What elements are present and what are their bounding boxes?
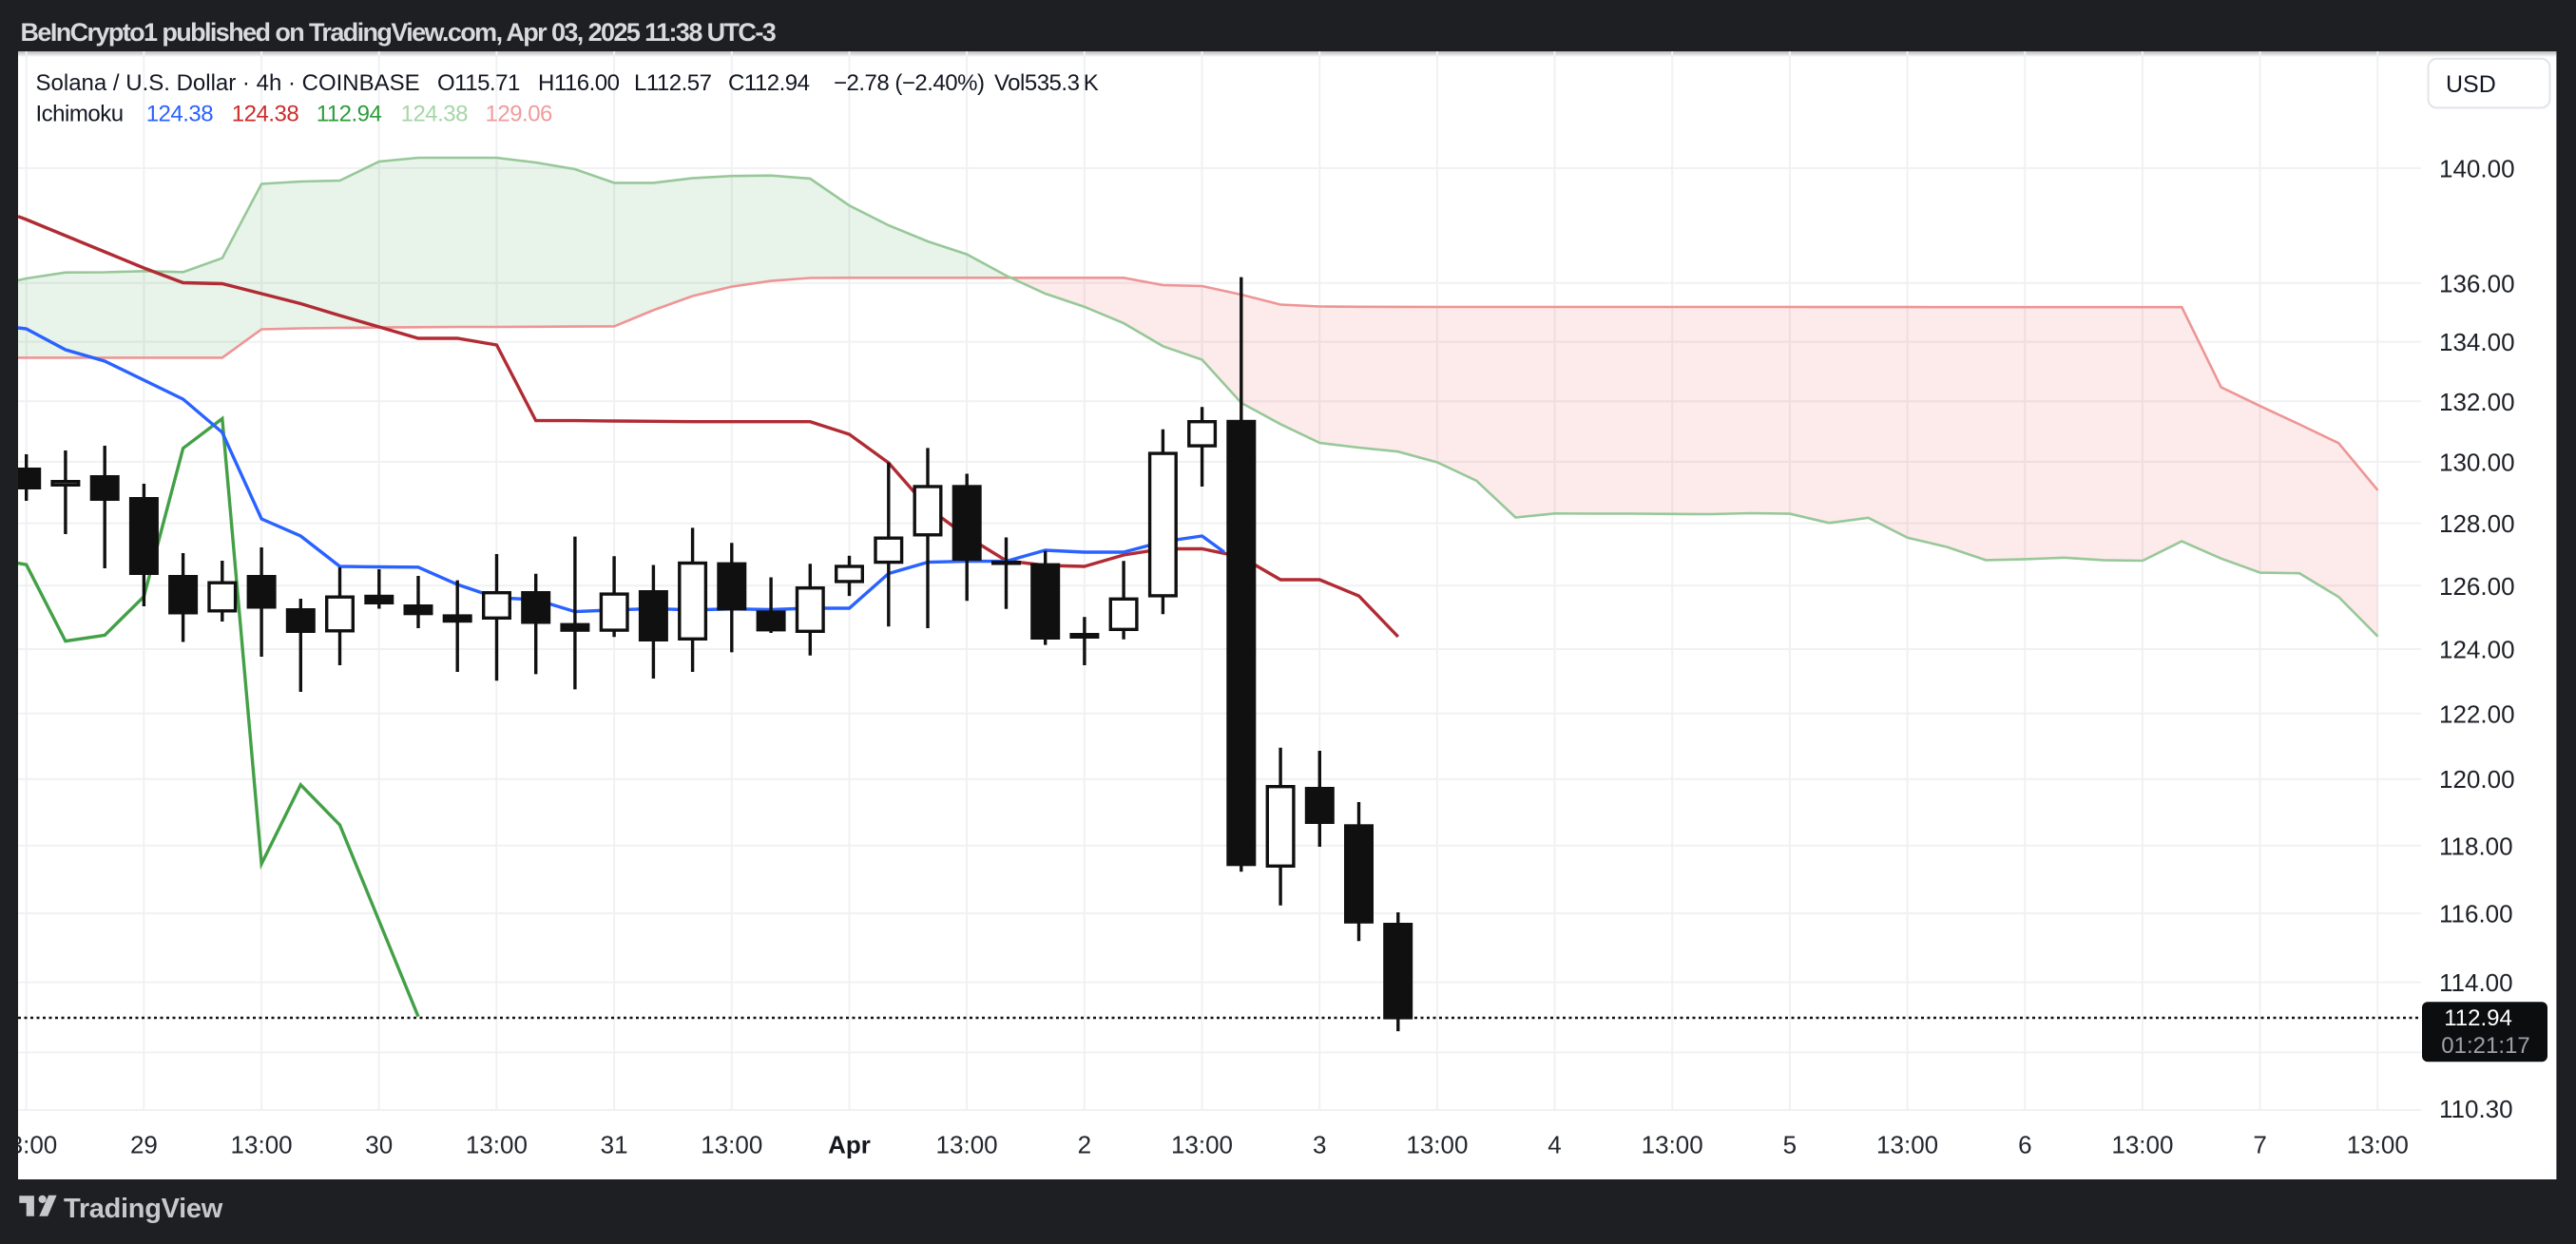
svg-text:BeInCrypto1 published on Tradi: BeInCrypto1 published on TradingView.com… bbox=[21, 18, 777, 47]
svg-text:13:00: 13:00 bbox=[1406, 1131, 1468, 1159]
svg-text:Apr: Apr bbox=[828, 1131, 871, 1159]
svg-text:4: 4 bbox=[1548, 1131, 1561, 1159]
svg-text:129.06: 129.06 bbox=[486, 102, 553, 127]
svg-text:124.00: 124.00 bbox=[2439, 636, 2515, 664]
svg-text:128.00: 128.00 bbox=[2439, 509, 2515, 538]
svg-text:13:00: 13:00 bbox=[466, 1131, 528, 1159]
svg-text:L112.57: L112.57 bbox=[634, 70, 712, 96]
svg-text:124.38: 124.38 bbox=[232, 102, 299, 127]
svg-text:13:00: 13:00 bbox=[1876, 1131, 1938, 1159]
svg-text:13:00: 13:00 bbox=[936, 1131, 998, 1159]
svg-text:112.94: 112.94 bbox=[2444, 1005, 2512, 1031]
svg-text:Solana / U.S. Dollar · 4h · CO: Solana / U.S. Dollar · 4h · COINBASE bbox=[36, 70, 420, 96]
svg-text:−2.78 (−2.40%): −2.78 (−2.40%) bbox=[834, 70, 984, 96]
svg-text:13:00: 13:00 bbox=[1642, 1131, 1703, 1159]
svg-text:C112.94: C112.94 bbox=[728, 70, 810, 96]
svg-text:TradingView: TradingView bbox=[64, 1194, 223, 1224]
svg-text:6: 6 bbox=[2018, 1131, 2031, 1159]
svg-text:H116.00: H116.00 bbox=[538, 70, 620, 96]
svg-text:120.00: 120.00 bbox=[2439, 765, 2515, 794]
svg-text:130.00: 130.00 bbox=[2439, 448, 2515, 476]
svg-text:Vol535.3 K: Vol535.3 K bbox=[994, 70, 1099, 96]
svg-text:13:00: 13:00 bbox=[231, 1131, 293, 1159]
svg-text:2: 2 bbox=[1078, 1131, 1091, 1159]
svg-text:13:00: 13:00 bbox=[701, 1131, 762, 1159]
svg-text:13:00: 13:00 bbox=[2111, 1131, 2173, 1159]
svg-text:3: 3 bbox=[1313, 1131, 1326, 1159]
svg-text:112.94: 112.94 bbox=[317, 102, 382, 127]
svg-text:13:00: 13:00 bbox=[1171, 1131, 1233, 1159]
svg-text:Ichimoku: Ichimoku bbox=[36, 102, 124, 127]
svg-text:116.00: 116.00 bbox=[2439, 900, 2513, 928]
svg-text:01:21:17: 01:21:17 bbox=[2441, 1033, 2529, 1059]
svg-text:124.38: 124.38 bbox=[146, 102, 214, 127]
svg-text:136.00: 136.00 bbox=[2439, 269, 2515, 297]
svg-text:29: 29 bbox=[130, 1131, 158, 1159]
svg-text:132.00: 132.00 bbox=[2439, 388, 2515, 416]
svg-text:13:00: 13:00 bbox=[0, 1131, 57, 1159]
svg-text:7: 7 bbox=[2253, 1131, 2266, 1159]
svg-text:122.00: 122.00 bbox=[2439, 699, 2515, 728]
svg-text:5: 5 bbox=[1783, 1131, 1797, 1159]
svg-text:134.00: 134.00 bbox=[2439, 328, 2515, 356]
svg-text:110.30: 110.30 bbox=[2439, 1095, 2513, 1123]
svg-text:30: 30 bbox=[365, 1131, 393, 1159]
svg-text:126.00: 126.00 bbox=[2439, 572, 2515, 601]
svg-text:USD: USD bbox=[2446, 71, 2496, 98]
svg-text:118.00: 118.00 bbox=[2439, 832, 2513, 860]
svg-text:114.00: 114.00 bbox=[2439, 968, 2513, 997]
svg-text:140.00: 140.00 bbox=[2439, 154, 2515, 182]
svg-text:13:00: 13:00 bbox=[2347, 1131, 2409, 1159]
svg-text:124.38: 124.38 bbox=[401, 102, 469, 127]
svg-text:O115.71: O115.71 bbox=[437, 70, 520, 96]
svg-text:31: 31 bbox=[601, 1131, 628, 1159]
